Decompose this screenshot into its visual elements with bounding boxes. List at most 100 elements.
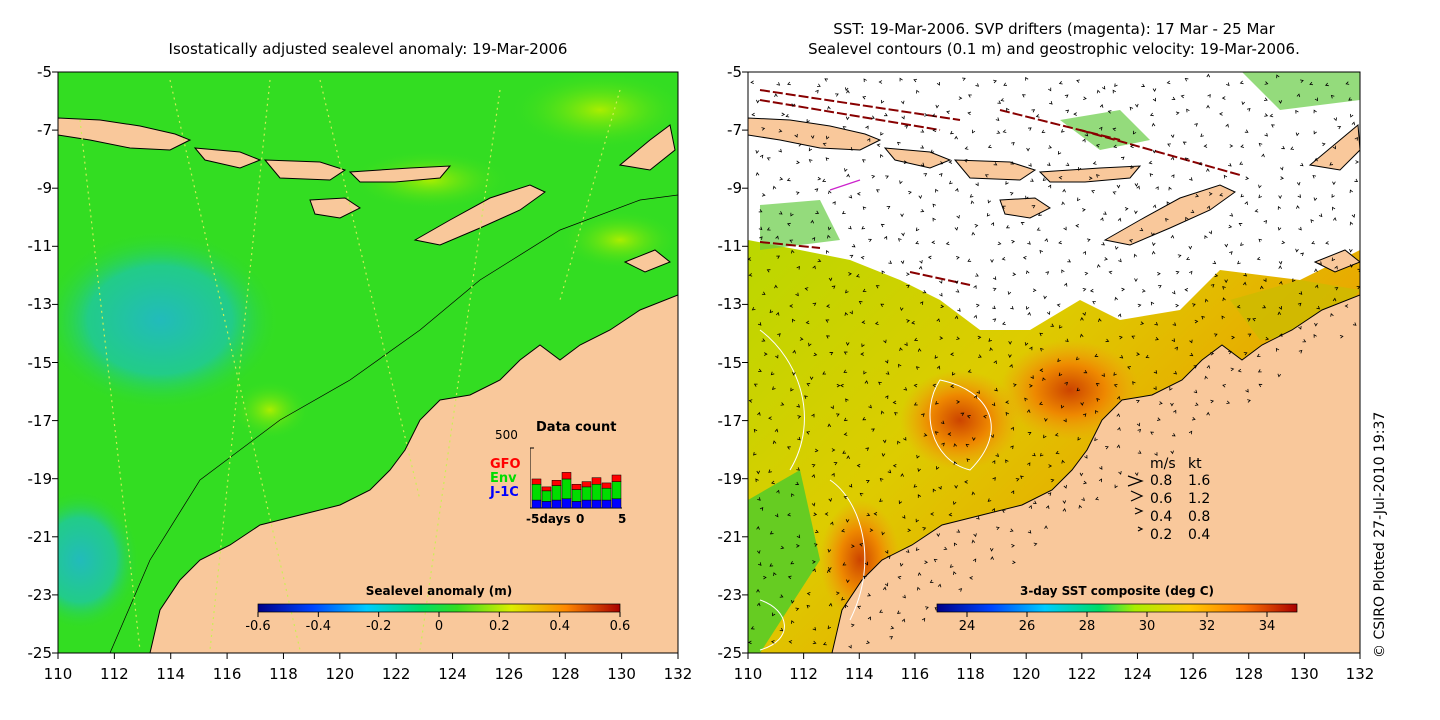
- velocity-arrow: [796, 467, 800, 471]
- velocity-arrow: [1082, 312, 1086, 316]
- velocity-arrow: [871, 428, 875, 432]
- velocity-arrow: [950, 352, 954, 356]
- velocity-arrow: [1137, 450, 1142, 454]
- velocity-arrow: [1073, 112, 1077, 116]
- velocity-arrow: [899, 562, 904, 567]
- velocity-arrow: [1314, 322, 1318, 327]
- velocity-arrow: [1056, 303, 1061, 308]
- velocity-arrow: [1114, 484, 1118, 489]
- velocity-arrow: [768, 416, 772, 420]
- velocity-arrow: [984, 174, 989, 178]
- velocity-arrow: [1094, 437, 1098, 442]
- velocity-arrow: [1129, 239, 1133, 243]
- velocity-arrow: [1101, 373, 1105, 377]
- velocity-arrow: [1330, 94, 1335, 99]
- velocity-arrow: [911, 320, 915, 325]
- velocity-arrow: [1332, 181, 1336, 186]
- velocity-arrow: [954, 135, 958, 140]
- right-cbar-tick-label: 28: [1078, 619, 1096, 634]
- velocity-arrow: [1027, 529, 1032, 534]
- velocity-arrow: [759, 507, 764, 511]
- velocity-arrow: [792, 318, 796, 323]
- right-cbar-tick-label: 32: [1198, 619, 1216, 634]
- velocity-arrow: [934, 355, 939, 359]
- velocity-arrow: [958, 96, 963, 100]
- velocity-arrow: [879, 498, 883, 502]
- velocity-arrow: [1177, 254, 1182, 258]
- velocity-arrow: [1312, 175, 1317, 179]
- left-y-tick-label: -21: [27, 527, 53, 546]
- velocity-arrow: [795, 481, 800, 485]
- velocity-arrow: [791, 103, 796, 108]
- velocity-arrow: [828, 567, 832, 571]
- velocity-arrow: [936, 365, 941, 370]
- inset-ymax: 500: [495, 428, 518, 442]
- velocity-arrow: [916, 89, 920, 94]
- right-x-tick-label: 122: [1067, 665, 1097, 683]
- velocity-arrow: [827, 569, 831, 573]
- velocity-arrow: [933, 558, 938, 563]
- velocity-arrow: [768, 469, 772, 473]
- velocity-arrow: [949, 180, 953, 185]
- velocity-arrow: [1094, 353, 1099, 357]
- velocity-arrow: [969, 576, 973, 580]
- velocity-arrow: [772, 440, 777, 445]
- left-y-tick-label: -13: [27, 295, 53, 314]
- velocity-legend-ms: 0.2: [1150, 527, 1173, 543]
- velocity-arrow: [1098, 478, 1103, 483]
- velocity-arrow: [1005, 411, 1010, 416]
- velocity-arrow: [1042, 177, 1047, 182]
- velocity-arrow: [1058, 175, 1063, 180]
- velocity-arrow: [1243, 352, 1248, 356]
- velocity-arrow: [996, 130, 1001, 134]
- velocity-arrow: [1039, 368, 1044, 372]
- velocity-arrow: [1083, 480, 1088, 485]
- velocity-arrow: [1351, 121, 1356, 126]
- velocity-arrow: [1189, 270, 1193, 275]
- velocity-arrow: [949, 564, 954, 568]
- velocity-arrow: [934, 431, 939, 435]
- velocity-arrow: [1354, 136, 1358, 141]
- geostrophic-velocity-arrows: [748, 73, 1360, 649]
- velocity-arrow: [1124, 207, 1129, 211]
- velocity-arrow: [1256, 353, 1261, 357]
- velocity-arrow: [1189, 352, 1194, 357]
- velocity-arrow: [1047, 492, 1052, 496]
- velocity-arrow: [936, 318, 940, 323]
- velocity-arrow: [775, 311, 780, 316]
- velocity-arrow: [901, 115, 905, 120]
- velocity-arrow: [1329, 162, 1334, 166]
- velocity-arrow: [851, 244, 856, 248]
- velocity-arrow: [1098, 318, 1102, 322]
- right-x-tick-label: 110: [733, 665, 763, 683]
- velocity-arrow: [771, 480, 775, 485]
- velocity-arrow: [1101, 85, 1106, 90]
- velocity-arrow: [1030, 375, 1034, 380]
- velocity-arrow: [1334, 265, 1338, 270]
- velocity-arrow: [1012, 272, 1017, 276]
- velocity-arrow: [1258, 194, 1262, 199]
- velocity-arrow: [758, 562, 762, 566]
- velocity-arrow: [769, 531, 774, 535]
- velocity-arrow: [786, 446, 791, 450]
- velocity-arrow: [1166, 201, 1170, 205]
- velocity-arrow: [806, 383, 811, 387]
- velocity-arrow: [1119, 335, 1123, 340]
- velocity-arrow: [1279, 280, 1283, 285]
- velocity-arrow: [1151, 232, 1155, 237]
- velocity-arrow: [787, 81, 791, 86]
- velocity-arrow: [1313, 197, 1318, 202]
- velocity-arrow: [882, 586, 887, 591]
- velocity-arrow: [905, 549, 910, 553]
- velocity-arrow: [1057, 358, 1061, 363]
- velocity-arrow: [775, 235, 779, 240]
- velocity-arrow: [1091, 190, 1095, 194]
- velocity-arrow: [808, 147, 813, 152]
- velocity-arrow: [766, 227, 771, 231]
- left-y-tick-label: -7: [37, 121, 52, 140]
- inset-title: Data count: [536, 420, 617, 435]
- velocity-arrow: [975, 303, 980, 308]
- velocity-arrow: [956, 529, 961, 533]
- velocity-arrow: [1325, 82, 1329, 87]
- velocity-arrow: [775, 513, 779, 518]
